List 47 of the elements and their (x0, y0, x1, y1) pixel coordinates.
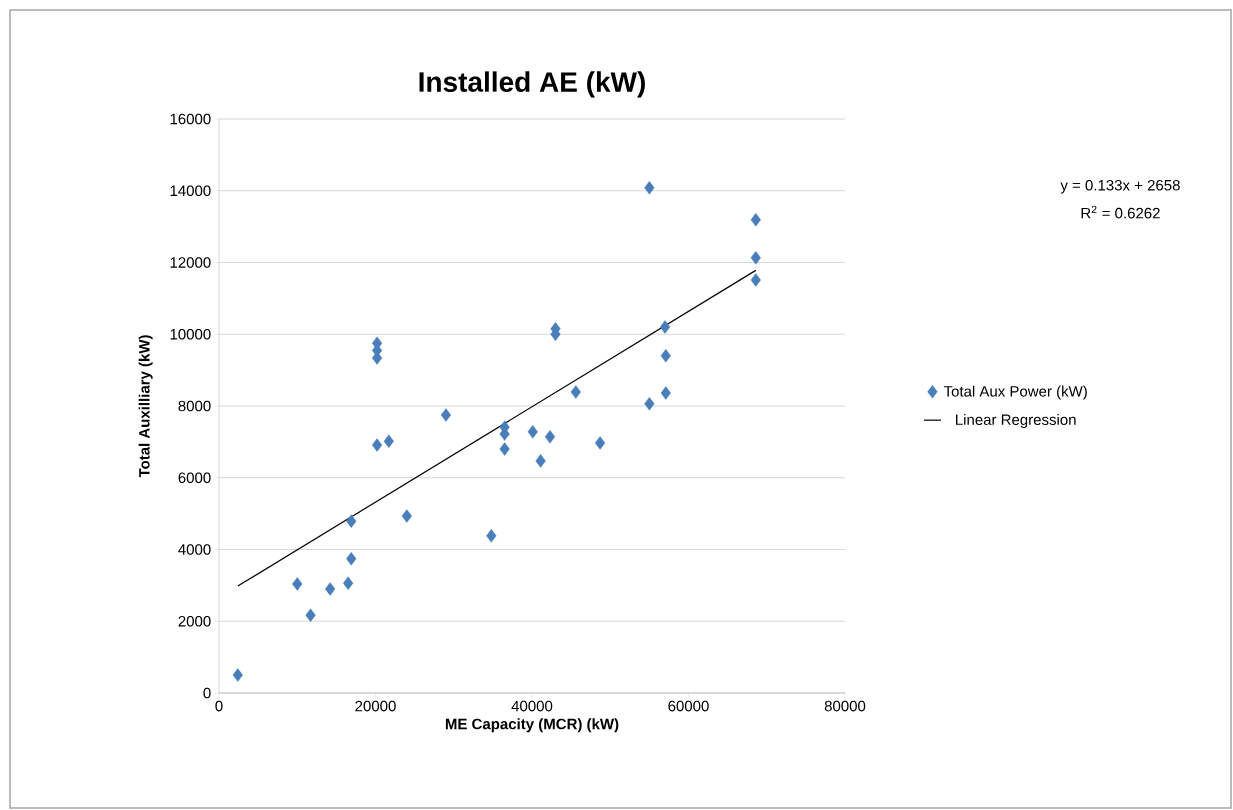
point (750, 251, 761, 265)
y-tick-label: 14000 (170, 185, 211, 197)
point (595, 436, 606, 450)
y-tick-label: 0 (203, 687, 211, 699)
y-tick-label: 2000 (178, 615, 211, 627)
x-tick-label: 40000 (511, 700, 553, 712)
point (527, 425, 538, 439)
x-axis-title: ME Capacity (MCR) (kW) (445, 718, 619, 733)
text: y = 0.133x + 2658 (1060, 179, 1180, 194)
x-tick-label: 20000 (355, 700, 396, 712)
point (750, 273, 761, 287)
x-tick-label: 60000 (668, 700, 709, 712)
y-tick-label: 12000 (170, 257, 211, 268)
point (544, 430, 556, 444)
point (325, 582, 336, 596)
point (232, 668, 243, 682)
point (292, 577, 303, 591)
point (401, 509, 412, 523)
text: R$^{2}$ = 0.6262 (1081, 205, 1160, 219)
legend-label: Linear Regression (956, 413, 1076, 428)
point (486, 529, 497, 543)
y-tick-label: 10000 (170, 328, 211, 340)
point (750, 213, 761, 227)
y-tick-label: 16000 (170, 113, 211, 125)
x-tick-label: 0 (215, 700, 223, 712)
point (343, 576, 354, 590)
point (499, 442, 510, 456)
y-axis-title: Total Auxilliary (kW) (138, 335, 153, 478)
legend-label: Total Aux Power (kW) (943, 385, 1087, 400)
x-tick-label: 80000 (824, 700, 866, 712)
point (383, 434, 394, 448)
point (372, 438, 383, 452)
point (644, 397, 655, 411)
point (660, 386, 671, 400)
y-tick-label: 4000 (178, 544, 211, 555)
y-tick-label: 8000 (178, 400, 211, 412)
point (644, 181, 655, 195)
chart-title: Installed AE (kW) (419, 71, 645, 98)
point (659, 320, 671, 334)
y-tick-label: 6000 (178, 472, 211, 484)
point (570, 385, 581, 399)
point (535, 454, 546, 468)
point (346, 552, 357, 566)
point (660, 349, 671, 363)
point (440, 408, 452, 422)
point (346, 514, 357, 528)
point (305, 608, 316, 622)
